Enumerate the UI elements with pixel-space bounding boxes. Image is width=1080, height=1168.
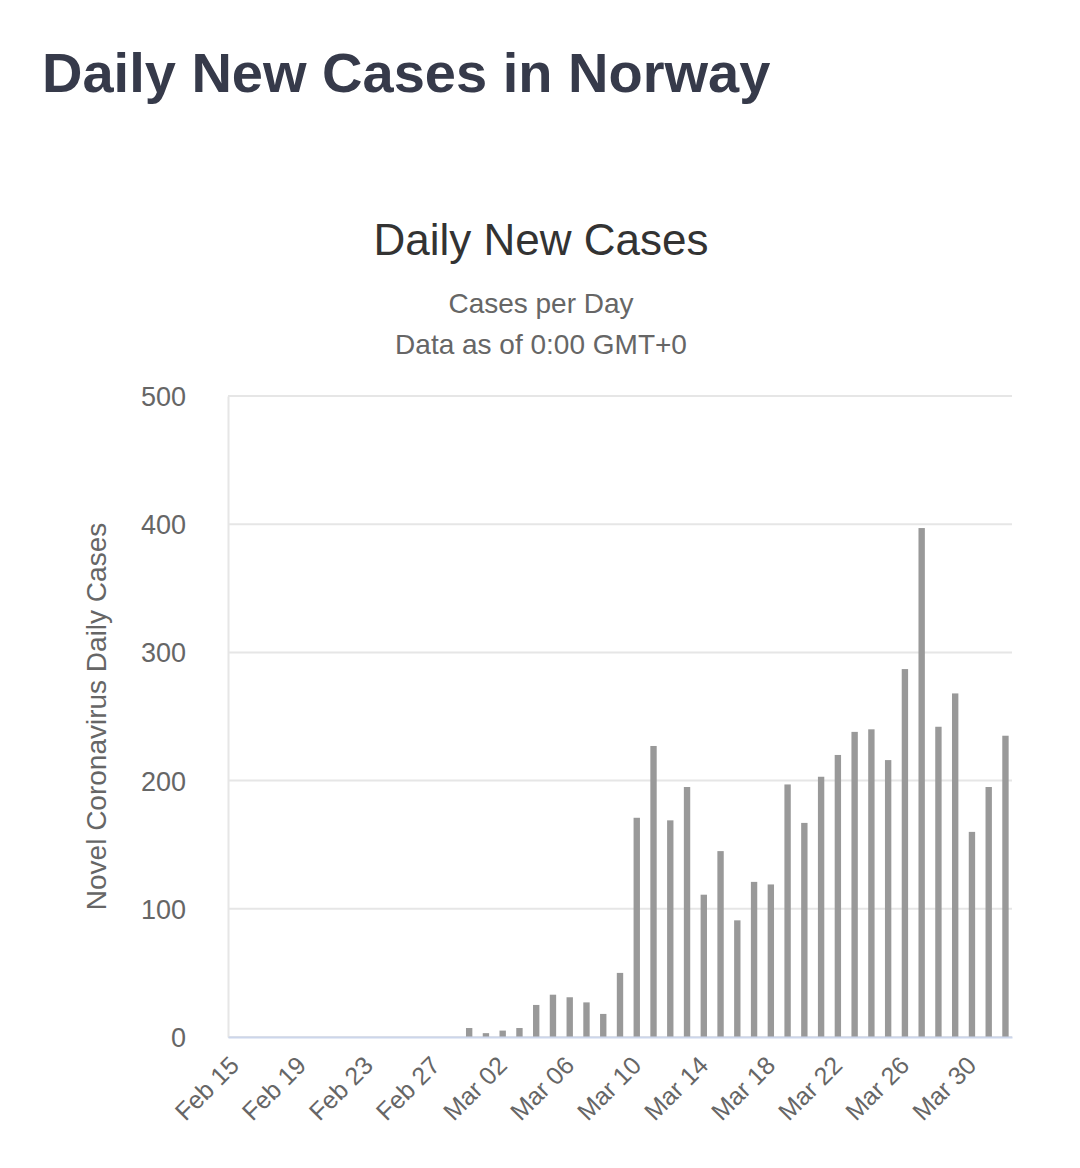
x-tick: Mar 10 xyxy=(571,1037,646,1126)
bar xyxy=(835,755,841,1037)
bar xyxy=(600,1014,606,1037)
bar xyxy=(533,1005,539,1037)
y-axis: 0 100 200 300 400 500 xyxy=(141,382,229,1053)
y-axis-title: Novel Coronavirus Daily Cases xyxy=(81,523,112,910)
bar xyxy=(550,995,556,1037)
x-tick: Feb 27 xyxy=(370,1037,445,1126)
y-tick: 100 xyxy=(141,895,228,925)
x-tick-label: Mar 06 xyxy=(504,1051,579,1126)
x-axis: Feb 15Feb 19Feb 23Feb 27Mar 02Mar 06Mar … xyxy=(169,1037,1012,1126)
bar xyxy=(701,895,707,1037)
grid-line xyxy=(228,395,1012,397)
y-tick: 200 xyxy=(141,767,228,797)
bar xyxy=(751,882,757,1037)
chart-note: Data as of 0:00 GMT+0 xyxy=(395,329,687,360)
bar xyxy=(717,851,723,1037)
bar xyxy=(617,973,623,1037)
chart-title: Daily New Cases xyxy=(374,215,709,264)
y-axis-line xyxy=(228,397,230,1038)
bar xyxy=(667,820,673,1037)
bar xyxy=(1002,736,1008,1037)
grid-line xyxy=(228,523,1012,525)
y-tick: 300 xyxy=(141,638,228,668)
x-tick: Mar 02 xyxy=(437,1037,512,1126)
bar xyxy=(684,787,690,1037)
y-tick: 0 xyxy=(171,1023,228,1053)
x-tick: Mar 14 xyxy=(639,1037,714,1126)
bar xyxy=(818,777,824,1037)
grid xyxy=(228,396,1012,1037)
x-tick-label: Feb 23 xyxy=(303,1051,378,1126)
x-tick: Feb 23 xyxy=(303,1037,378,1126)
x-axis-line xyxy=(229,1037,1013,1039)
bar xyxy=(885,760,891,1037)
x-tick-label: Feb 27 xyxy=(370,1051,445,1126)
x-tick-label: Mar 30 xyxy=(907,1051,982,1126)
page-title: Daily New Cases in Norway xyxy=(42,41,770,104)
chart-subtitle: Cases per Day xyxy=(448,288,633,319)
bar xyxy=(986,787,992,1037)
y-tick-label: 300 xyxy=(141,638,186,668)
grid-line xyxy=(228,780,1012,782)
bar xyxy=(935,727,941,1037)
bar xyxy=(650,746,656,1037)
x-tick: Feb 19 xyxy=(236,1037,311,1126)
x-tick-label: Mar 26 xyxy=(840,1051,915,1126)
y-tick-label: 0 xyxy=(171,1023,186,1053)
bar xyxy=(634,818,640,1037)
bar xyxy=(969,832,975,1037)
bar xyxy=(768,884,774,1037)
bar xyxy=(784,784,790,1037)
y-tick: 400 xyxy=(141,510,228,540)
grid-line xyxy=(228,908,1012,910)
x-tick-label: Mar 14 xyxy=(639,1051,714,1126)
x-tick: Feb 15 xyxy=(169,1037,244,1126)
bar xyxy=(516,1028,522,1037)
x-tick: Mar 06 xyxy=(504,1037,579,1126)
x-tick-label: Mar 10 xyxy=(571,1051,646,1126)
x-tick-label: Feb 15 xyxy=(169,1051,244,1126)
y-tick-label: 400 xyxy=(141,510,186,540)
x-tick-label: Mar 02 xyxy=(437,1051,512,1126)
grid-line xyxy=(228,651,1012,653)
x-tick-label: Mar 18 xyxy=(706,1051,781,1126)
y-tick-label: 200 xyxy=(141,767,186,797)
bar xyxy=(952,693,958,1037)
y-tick: 500 xyxy=(141,382,228,412)
bar xyxy=(801,823,807,1037)
bar xyxy=(567,997,573,1037)
bar xyxy=(483,1033,489,1037)
x-tick-label: Feb 19 xyxy=(236,1051,311,1126)
x-tick: Mar 18 xyxy=(706,1037,781,1126)
y-tick-label: 500 xyxy=(141,382,186,412)
bar xyxy=(500,1031,506,1037)
bar xyxy=(851,732,857,1037)
chart-svg: Daily New Cases in Norway Daily New Cases… xyxy=(0,0,1080,1168)
x-tick: Mar 26 xyxy=(840,1037,915,1126)
y-tick-label: 100 xyxy=(141,895,186,925)
bar xyxy=(868,729,874,1037)
bar xyxy=(918,528,924,1037)
bar xyxy=(902,669,908,1037)
x-tick: Mar 30 xyxy=(907,1037,982,1126)
bar xyxy=(466,1028,472,1037)
x-tick-label: Mar 22 xyxy=(773,1051,848,1126)
x-tick: Mar 22 xyxy=(773,1037,848,1126)
bar xyxy=(583,1002,589,1037)
bars xyxy=(466,528,1009,1037)
bar xyxy=(734,920,740,1037)
